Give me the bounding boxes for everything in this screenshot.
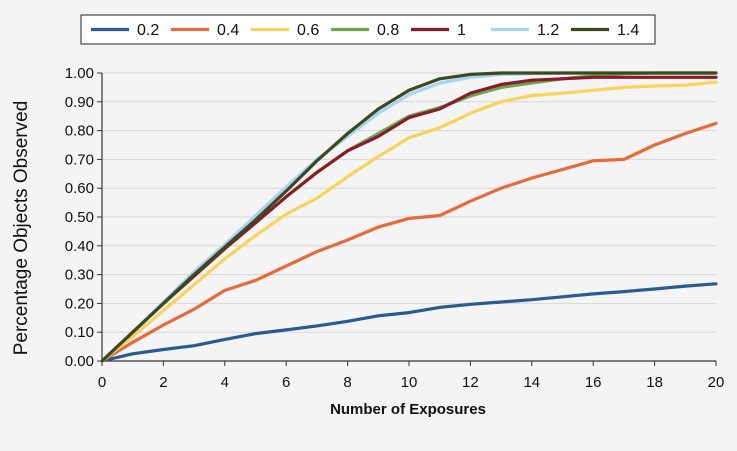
y-axis-label: Percentage Objects Observed (11, 101, 32, 356)
x-tick-label: 0 (98, 374, 106, 391)
y-tick-labels: 0.00 0.10 0.20 0.30 0.40 0.50 0.60 0.70 0.80 0.90… (65, 65, 94, 370)
x-tick-labels: 0 2 4 6 8 10 12 14 16 18 20 (98, 374, 725, 391)
series-line-0-2 (100, 282, 718, 363)
series-line-1-4 (100, 71, 718, 363)
x-tick-label: 4 (221, 374, 229, 391)
legend-label: 0.6 (297, 22, 319, 39)
legend-label: 1.4 (617, 22, 639, 39)
x-tick-label: 2 (159, 374, 167, 391)
legend-label: 0.4 (217, 22, 239, 39)
x-tick-label: 6 (282, 374, 290, 391)
x-tick-label: 16 (585, 374, 602, 391)
y-tick-label: 1.00 (65, 65, 94, 82)
y-tick-label: 0.60 (65, 180, 94, 197)
x-tick-label: 12 (462, 374, 479, 391)
y-tick-label: 0.50 (65, 209, 94, 226)
series-lines (100, 71, 718, 363)
axes (97, 72, 717, 366)
x-tick-label: 14 (523, 374, 540, 391)
y-tick-label: 0.10 (65, 324, 94, 341)
y-tick-label: 0.40 (65, 238, 94, 255)
legend-label: 0.2 (137, 22, 159, 39)
y-tick-label: 0.30 (65, 267, 94, 284)
legend-box (80, 14, 656, 45)
legend: 0.2 0.4 0.6 0.8 1 1.2 1.4 (80, 14, 656, 45)
x-tick-label: 18 (646, 374, 663, 391)
y-tick-label: 0.70 (65, 151, 94, 168)
y-tick-label: 0.00 (65, 353, 94, 370)
y-tick-label: 0.90 (65, 94, 94, 111)
grid-lines (102, 72, 716, 333)
x-axis-label: Number of Exposures (330, 401, 486, 418)
series-line-0-4 (100, 121, 718, 363)
x-tick-label: 8 (343, 374, 351, 391)
legend-label: 0.8 (377, 22, 399, 39)
legend-label: 1.2 (537, 22, 559, 39)
x-tick-label: 10 (401, 374, 418, 391)
y-tick-label: 0.20 (65, 295, 94, 312)
legend-items: 0.2 0.4 0.6 0.8 1 1.2 1.4 (91, 22, 639, 39)
series-line-0-6 (100, 80, 718, 363)
legend-label: 1 (457, 22, 466, 39)
y-tick-label: 0.80 (65, 123, 94, 140)
x-tick-label: 20 (708, 374, 725, 391)
